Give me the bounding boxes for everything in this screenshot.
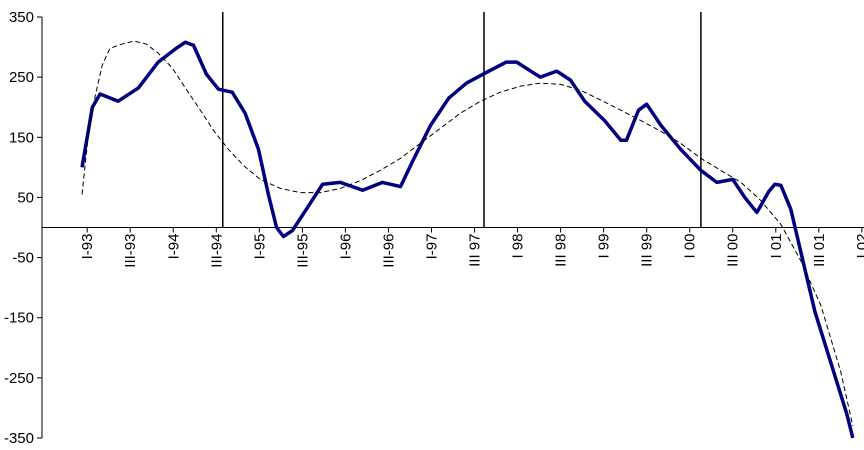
y-tick-label: 350 [9,9,34,26]
x-tick-label: I 00 [682,234,699,259]
y-tick-label: 50 [17,189,34,206]
x-tick-label: III-95 [294,234,311,268]
x-tick-label: III 99 [639,234,656,267]
x-tick-label: I-97 [423,234,440,260]
series-line [81,40,854,427]
x-tick-label: I 01 [768,234,785,259]
x-tick-label: III-94 [208,234,225,268]
y-tick-label: 250 [9,69,34,86]
x-tick-label: III 97 [467,234,484,267]
x-tick-label: I 99 [596,234,613,259]
y-tick-label: -150 [4,310,34,327]
x-tick-label: I 02 [854,234,864,259]
x-tick-label: I-94 [165,234,182,260]
x-tick-label: III 01 [811,234,828,267]
y-tick-label: 150 [9,129,34,146]
x-tick-label: III-93 [122,234,139,268]
y-tick-label: -50 [12,250,34,267]
x-tick-label: I 98 [510,234,527,259]
x-tick-label: III-96 [380,234,397,268]
x-tick-label: I-93 [79,234,96,260]
y-tick-label: -250 [4,370,34,387]
series-line [80,40,855,439]
y-tick-label: -350 [4,430,34,447]
x-tick-label: III 98 [553,234,570,267]
x-tick-label: I-96 [337,234,354,260]
x-tick-label: III 00 [725,234,742,267]
x-tick-label: I-95 [251,234,268,260]
